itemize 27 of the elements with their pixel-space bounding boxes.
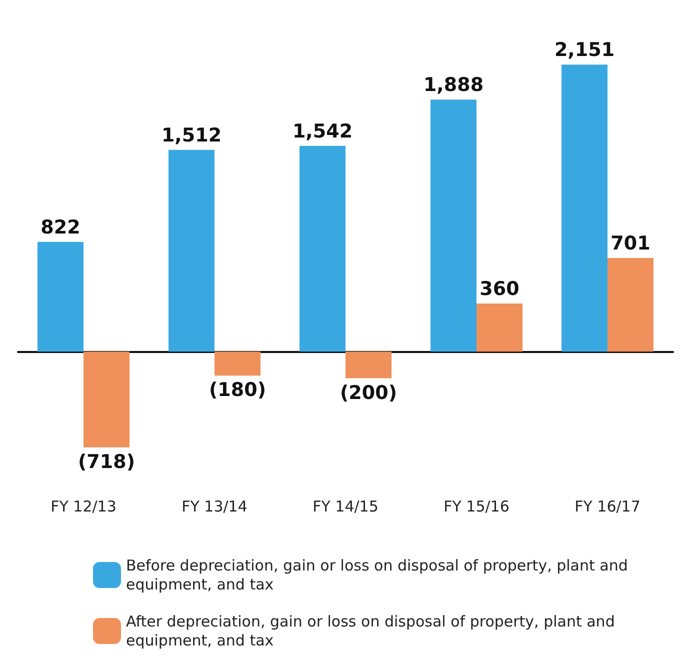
bar [84,352,130,448]
data-label: 1,888 [423,74,484,96]
bar [476,304,522,352]
data-label: 360 [480,278,520,300]
bar [562,64,608,352]
x-tick-label: FY 13/14 [182,498,248,516]
data-label: 2,151 [554,39,615,62]
x-tick-label: FY 12/13 [50,498,116,516]
bar [168,150,214,352]
bar [346,352,392,378]
data-label: (180) [208,379,266,402]
bar [430,100,476,352]
data-label: (200) [340,382,398,404]
bar [300,146,346,352]
legend-label: After depreciation, gain or loss on disposal of property, plant and equipment, and tax [126,612,620,650]
bar [608,258,654,352]
x-tick-label: FY 15/16 [444,498,510,516]
bar [38,242,84,352]
x-tick-label: FY 16/17 [574,498,640,516]
data-label: 822 [40,216,80,238]
data-label: 1,542 [292,120,353,142]
x-tick-label: FY 14/15 [312,498,378,516]
data-label: (718) [78,450,136,473]
bar [214,352,260,376]
legend-label: Before depreciation, gain or loss on disposal of property, plant and equipment, and tax [126,556,633,594]
data-label: 701 [610,232,650,255]
data-label: 1,512 [161,124,222,146]
